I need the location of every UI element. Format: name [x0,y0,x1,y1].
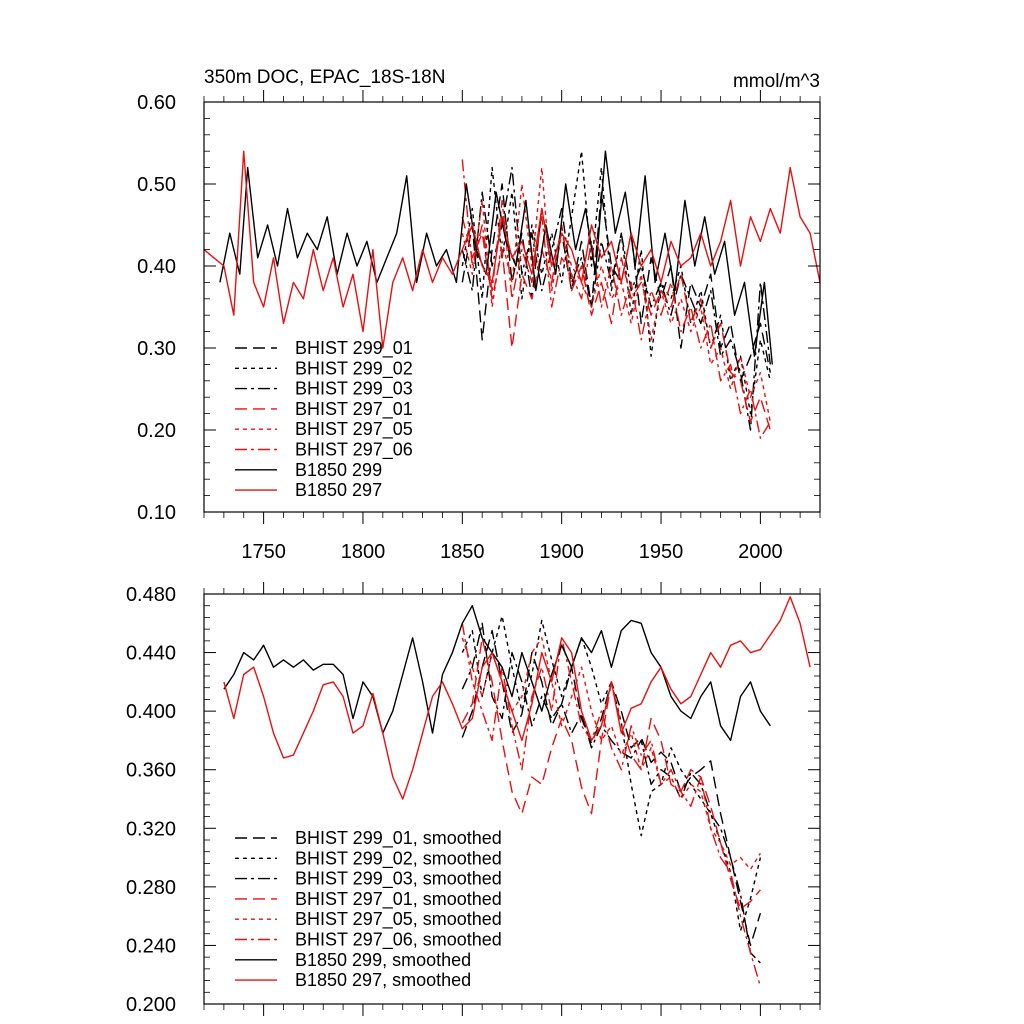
series-line [461,183,771,382]
x-tick-label: 1950 [639,541,684,563]
legend-label: BHIST 299_01 [295,338,413,359]
legend-label: BHIST 299_02 [295,358,413,379]
legend-label: BHIST 299_02, smoothed [295,848,502,869]
bottom-panel: 0.200 0.240 0.280 0.320 0.360 0.400 0.440 0.480… [126,582,821,1016]
legend-label: BHIST 297_01, smoothed [295,889,502,910]
legend-label: BHIST 297_05, smoothed [295,909,502,930]
series-line [223,605,771,742]
legend-label: BHIST 297_05 [295,419,413,440]
legend-label: B1850 299, smoothed [295,950,471,970]
series-line [461,159,771,439]
legend-label: BHIST 297_01 [295,399,413,420]
series-line [203,150,821,349]
y-tick-label: 0.50 [137,174,176,196]
series-line [461,623,762,987]
y-tick-label: 0.40 [137,256,176,278]
legend-label: BHIST 299_01, smoothed [295,828,502,849]
x-tick-label: 1900 [539,541,584,563]
series-line [461,166,771,431]
y-tick-label: 0.320 [126,818,176,840]
x-tick-label: 1800 [341,541,386,563]
y-tick-label: 0.480 [126,584,176,606]
series-line [461,622,761,964]
legend-label: BHIST 297_06 [295,440,413,461]
series-line [461,629,762,947]
x-tick-label: 1750 [241,541,286,563]
x-tick-label: 1850 [440,541,485,563]
x-tick-label: 2000 [738,541,783,563]
series-line [461,166,771,422]
top-series-layer [203,150,821,439]
y-tick-label: 0.30 [137,338,176,360]
series-line [461,615,762,932]
y-tick-label: 0.400 [126,701,176,723]
y-tick-label: 0.280 [126,877,176,899]
y-tick-label: 0.10 [137,502,176,524]
legend-label: B1850 299 [295,460,382,480]
bottom-series-layer [223,596,811,987]
y-tick-label: 0.440 [126,643,176,665]
legend-label: B1850 297, smoothed [295,970,471,990]
legend-label: BHIST 299_03 [295,379,413,400]
bottom-plot-frame [203,593,821,1005]
series-line [223,596,811,800]
legend-label: BHIST 299_03, smoothed [295,869,502,890]
top-plot-frame [203,101,821,513]
y-tick-label: 0.360 [126,760,176,782]
y-tick-label: 0.60 [137,92,176,114]
series-line [461,637,761,870]
series-line [461,637,761,910]
top-panel-units: mmol/m^3 [733,71,820,92]
y-tick-label: 0.200 [126,994,176,1016]
legend-label: B1850 297 [295,480,382,500]
legend-label: BHIST 297_06, smoothed [295,930,502,951]
top-axes-layer: 1750 1800 1850 1900 1950 2000 0.10 0.20 0.30 0.40… [137,90,821,563]
bottom-axes-layer: 0.200 0.240 0.280 0.320 0.360 0.400 0.440 0.480 [126,582,821,1016]
y-tick-label: 0.240 [126,935,176,957]
top-panel: 350m DOC, EPAC_18S-18N mmol/m^3 1750 1800… [137,67,821,563]
y-tick-label: 0.20 [137,420,176,442]
series-line [219,150,773,365]
top-panel-title: 350m DOC, EPAC_18S-18N [204,67,445,88]
